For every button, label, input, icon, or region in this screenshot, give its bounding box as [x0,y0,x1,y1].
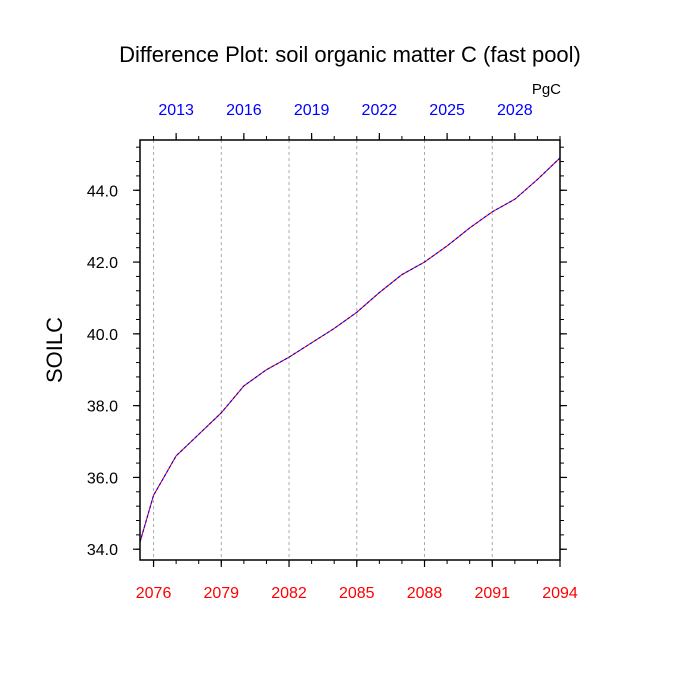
chart-title: Difference Plot: soil organic matter C (… [119,42,581,67]
y-tick-label-38.0: 38.0 [87,399,118,416]
top-tick-label-2013: 2013 [158,102,194,119]
top-tick-label-2022: 2022 [362,102,398,119]
y-tick-label-44.0: 44.0 [87,183,118,200]
y-tick-label-40.0: 40.0 [87,327,118,344]
y-tick-label-36.0: 36.0 [87,470,118,487]
bottom-tick-label-2076: 2076 [136,585,172,602]
top-tick-label-2025: 2025 [429,102,465,119]
series-line-2 [139,157,561,543]
bottom-tick-label-2094: 2094 [542,585,578,602]
tick-labels: 2076 2079 2082 2085 2088 2091 2094 2013 2016 2019… [87,102,578,602]
axis-ticks [133,133,567,567]
y-tick-label-42.0: 42.0 [87,255,118,272]
gridlines [153,140,493,560]
bottom-tick-label-2079: 2079 [203,585,239,602]
bottom-tick-label-2085: 2085 [339,585,375,602]
top-tick-label-2019: 2019 [294,102,330,119]
plot-frame [139,139,561,561]
top-tick-label-2016: 2016 [226,102,262,119]
units-label: PgC [532,81,561,98]
series-line-1 [139,157,561,543]
top-tick-label-2028: 2028 [497,102,533,119]
bottom-tick-label-2082: 2082 [271,585,307,602]
series-lines [139,157,561,543]
y-axis-label: SOILC [42,317,67,383]
y-tick-label-34.0: 34.0 [87,542,118,559]
bottom-tick-label-2091: 2091 [474,585,510,602]
bottom-tick-label-2088: 2088 [407,585,443,602]
